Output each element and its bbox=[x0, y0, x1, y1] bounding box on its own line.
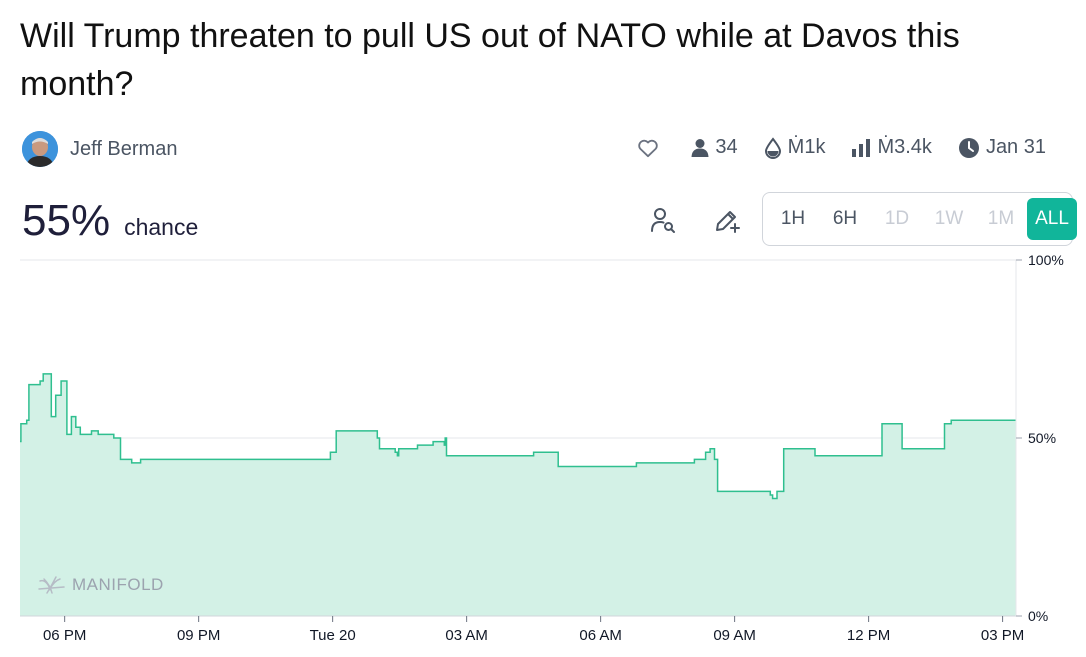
close-date: Jan 31 bbox=[985, 136, 1046, 158]
probability-label: chance bbox=[124, 214, 199, 240]
liquidity-stat[interactable]: Ṁ1k bbox=[764, 136, 826, 159]
liquidity-amount: Ṁ1k bbox=[787, 136, 826, 158]
y-tick-label: 0% bbox=[1028, 608, 1048, 624]
probability-display: 55% chance bbox=[22, 196, 198, 246]
like-button[interactable] bbox=[637, 138, 665, 158]
bar-chart-icon bbox=[852, 138, 871, 157]
manifold-watermark: MANIFOLD bbox=[38, 575, 164, 595]
author-name[interactable]: Jeff Berman bbox=[70, 137, 178, 160]
range-button-6h[interactable]: 6H bbox=[832, 208, 858, 229]
market-title: Will Trump threaten to pull US out of NA… bbox=[20, 17, 960, 103]
range-button-1m[interactable]: 1M bbox=[987, 208, 1015, 229]
range-button-1w[interactable]: 1W bbox=[934, 208, 964, 229]
market-stats: 34 Ṁ1k Ṁ3.4k Jan 31 bbox=[637, 136, 1046, 159]
manifold-logo-icon bbox=[38, 576, 65, 594]
y-tick-label: 100% bbox=[1028, 252, 1064, 268]
probability-value: 55% bbox=[22, 196, 111, 245]
probability-chart-container: 06 PM 09 PM Tue 20 03 AM 06 AM 09 AM 12 PM 03 P… bbox=[0, 250, 1086, 652]
user-search-icon bbox=[651, 208, 675, 233]
x-tick-label: 06 PM bbox=[43, 627, 86, 644]
x-tick-label: 09 PM bbox=[177, 627, 220, 644]
x-tick-label: 03 PM bbox=[981, 627, 1024, 644]
avatar[interactable] bbox=[22, 131, 58, 167]
x-tick-label: 09 AM bbox=[713, 627, 756, 644]
close-date-stat[interactable]: Jan 31 bbox=[958, 136, 1046, 159]
watermark-text: MANIFOLD bbox=[72, 575, 164, 594]
volume-stat[interactable]: Ṁ3.4k bbox=[851, 136, 932, 159]
volume-amount: Ṁ3.4k bbox=[877, 136, 932, 158]
search-user-button[interactable] bbox=[648, 204, 678, 236]
y-tick-label: 50% bbox=[1028, 430, 1056, 446]
user-icon bbox=[691, 138, 709, 157]
range-button-1d[interactable]: 1D bbox=[884, 208, 910, 229]
heart-icon bbox=[638, 139, 659, 157]
x-tick-label: 06 AM bbox=[579, 627, 622, 644]
probability-chart[interactable]: 06 PM 09 PM Tue 20 03 AM 06 AM 09 AM 12 PM 03 P… bbox=[0, 250, 1086, 652]
traders-count: 34 bbox=[715, 136, 738, 158]
clock-icon bbox=[958, 137, 979, 158]
droplet-icon bbox=[764, 136, 781, 159]
series-line-probability bbox=[20, 373, 1016, 500]
range-button-1h[interactable]: 1H bbox=[780, 208, 806, 229]
series-area-fill bbox=[20, 373, 1016, 616]
x-tick-label: 12 PM bbox=[847, 627, 890, 644]
add-annotation-button[interactable] bbox=[712, 204, 742, 236]
avatar-image bbox=[22, 131, 58, 167]
time-range-selector: 1H 6H 1D 1W 1M ALL bbox=[762, 192, 1077, 246]
range-button-all[interactable]: ALL bbox=[1027, 198, 1077, 240]
pencil-plus-icon bbox=[716, 211, 740, 233]
traders-stat[interactable]: 34 bbox=[691, 136, 738, 159]
x-tick-label: 03 AM bbox=[445, 627, 488, 644]
x-tick-label: Tue 20 bbox=[310, 627, 356, 644]
author-link[interactable]: Jeff Berman bbox=[22, 131, 177, 167]
